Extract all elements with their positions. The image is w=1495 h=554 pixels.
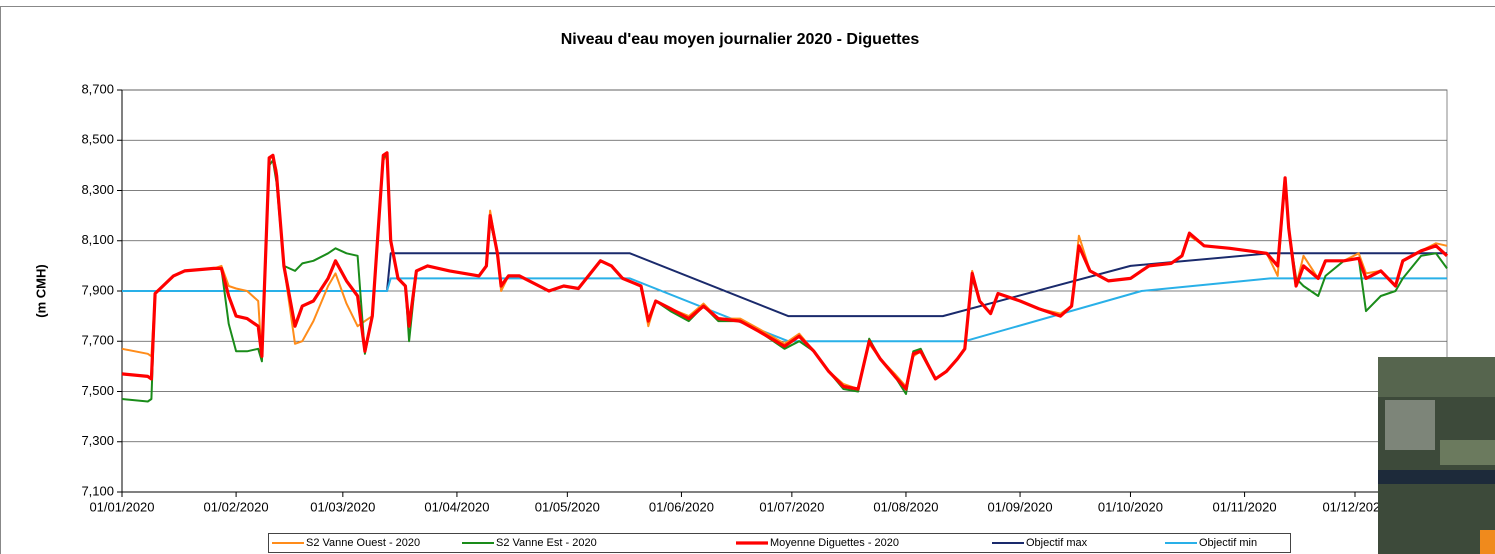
chart-frame bbox=[0, 6, 1495, 554]
y-tick-label: 7,900 bbox=[81, 282, 114, 297]
y-tick-label: 8,300 bbox=[81, 182, 114, 197]
x-tick-label: 01/01/2020 bbox=[89, 499, 154, 514]
legend-label: Objectif min bbox=[1199, 537, 1257, 549]
x-tick-label: 01/08/2020 bbox=[873, 499, 938, 514]
x-tick-label: 01/04/2020 bbox=[424, 499, 489, 514]
legend: S2 Vanne Ouest - 2020 S2 Vanne Est - 2020… bbox=[272, 537, 1257, 549]
x-tick-label: 01/07/2020 bbox=[759, 499, 824, 514]
x-tick-label: 01/06/2020 bbox=[649, 499, 714, 514]
map-river bbox=[1378, 470, 1495, 484]
map-inset bbox=[1378, 357, 1495, 554]
x-tick-label: 01/03/2020 bbox=[310, 499, 375, 514]
map-urban bbox=[1385, 400, 1435, 450]
map-field bbox=[1440, 440, 1495, 465]
legend-box bbox=[268, 533, 1291, 553]
y-tick-label: 7,500 bbox=[81, 383, 114, 398]
chart-title: Niveau d'eau moyen journalier 2020 - Dig… bbox=[561, 31, 920, 48]
series-line bbox=[121, 151, 1449, 391]
x-tick-label: 01/10/2020 bbox=[1098, 499, 1163, 514]
y-tick-label: 7,300 bbox=[81, 433, 114, 448]
legend-label: S2 Vanne Est - 2020 bbox=[496, 537, 597, 549]
map-field bbox=[1378, 357, 1495, 397]
y-axis-label: (m CMH) bbox=[33, 264, 48, 317]
y-tick-label: 7,100 bbox=[81, 483, 114, 498]
y-tick-label: 7,700 bbox=[81, 333, 114, 348]
x-tick-label: 01/09/2020 bbox=[988, 499, 1053, 514]
x-tick-label: 01/02/2020 bbox=[204, 499, 269, 514]
series-line bbox=[122, 252, 1447, 318]
map-badge bbox=[1480, 530, 1495, 554]
plot-area: 7,100 7,300 7,500 7,700 7,900 8,100 8,300 8,500… bbox=[81, 81, 1449, 514]
legend-label: S2 Vanne Ouest - 2020 bbox=[306, 537, 420, 549]
x-tick-label: 01/11/2020 bbox=[1213, 499, 1277, 514]
x-tick-label: 01/12/2020 bbox=[1322, 499, 1387, 514]
legend-label: Moyenne Diguettes - 2020 bbox=[770, 537, 899, 549]
y-tick-label: 8,500 bbox=[81, 132, 114, 147]
x-tick-label: 01/05/2020 bbox=[535, 499, 600, 514]
y-tick-label: 8,100 bbox=[81, 232, 114, 247]
y-tick-label: 8,700 bbox=[81, 81, 114, 96]
legend-label: Objectif max bbox=[1026, 537, 1088, 549]
